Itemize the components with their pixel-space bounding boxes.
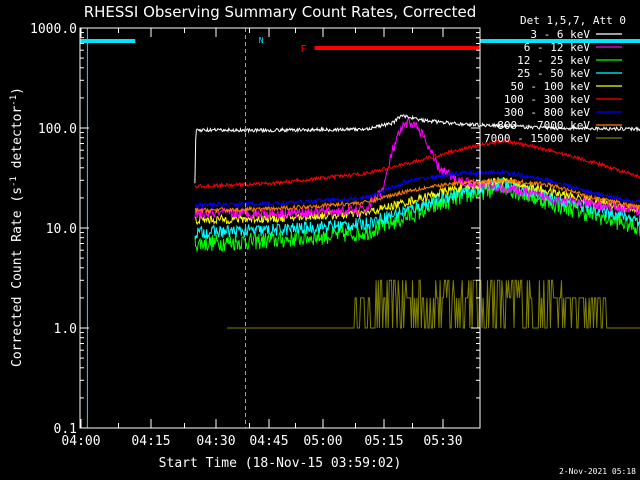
legend-label: 7000 - 15000 keV xyxy=(484,132,590,145)
axis-ticks: 0.1 1.0 10.0 100.0 1000.0 04:00 04:15 04:30 04:4… xyxy=(30,22,480,449)
x-tick-label: 05:00 xyxy=(303,434,342,449)
flag-marker: N xyxy=(259,36,264,45)
y-tick-label: 0.1 xyxy=(54,422,77,437)
series-line xyxy=(194,177,640,214)
x-tick-label: 05:15 xyxy=(364,434,403,449)
legend-label: 800 - 7000 keV xyxy=(497,119,590,132)
chart-title: RHESSI Observing Summary Count Rates, Co… xyxy=(84,3,477,21)
series-line xyxy=(194,168,640,209)
y-axis-label: Corrected Count Rate (s-1 detector-1) xyxy=(9,87,25,367)
x-axis-label: Start Time (18-Nov-15 03:59:02) xyxy=(159,456,402,471)
y-tick-label: 1.0 xyxy=(54,322,77,337)
series-line xyxy=(194,117,640,220)
legend-label: 100 - 300 keV xyxy=(504,93,590,106)
x-tick-label: 05:30 xyxy=(423,434,462,449)
legend-label: 50 - 100 keV xyxy=(511,80,591,93)
y-tick-label: 1000.0 xyxy=(30,22,77,37)
legend-header: Det 1,5,7, Att 0 xyxy=(520,14,626,27)
legend-label: 300 - 800 keV xyxy=(504,106,590,119)
flag-label: F xyxy=(301,44,307,55)
x-tick-label: 04:00 xyxy=(61,434,100,449)
y-axis-label-sup2: -1 xyxy=(9,95,19,106)
y-axis-label-base: Corrected Count Rate (s xyxy=(10,187,25,367)
legend-label: 3 - 6 keV xyxy=(530,28,590,41)
series-line xyxy=(227,279,640,329)
y-axis-label-sup1: -1 xyxy=(9,176,19,187)
series-line xyxy=(194,137,640,189)
series-layer xyxy=(194,114,640,329)
series-line xyxy=(194,114,640,184)
legend-label: 6 - 12 keV xyxy=(524,41,591,54)
y-tick-label: 100.0 xyxy=(38,122,77,137)
series-line xyxy=(194,180,640,253)
y-axis-label-end: ) xyxy=(10,87,25,95)
footer-timestamp: 2-Nov-2021 05:18 xyxy=(559,467,636,476)
x-tick-label: 04:45 xyxy=(249,434,288,449)
legend-label: 25 - 50 keV xyxy=(517,67,590,80)
x-tick-label: 04:30 xyxy=(196,434,235,449)
y-tick-label: 10.0 xyxy=(46,222,77,237)
legend-label: 12 - 25 keV xyxy=(517,54,590,67)
x-tick-label: 04:15 xyxy=(131,434,170,449)
y-axis-label-mid: detector xyxy=(10,106,25,177)
